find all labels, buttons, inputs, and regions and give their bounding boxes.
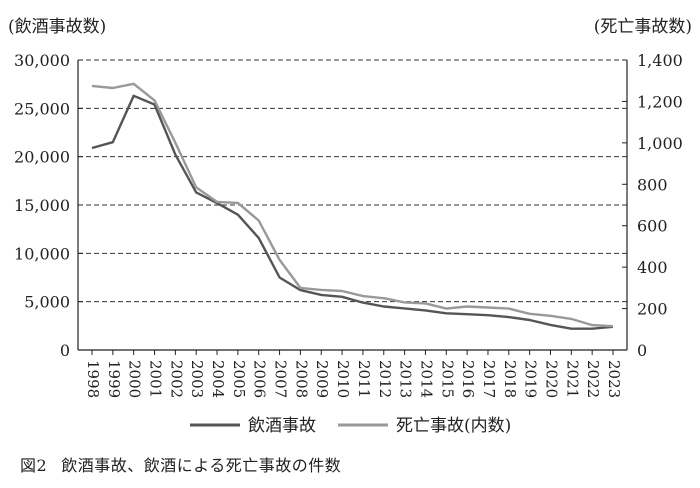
x-tick-label: 2012 [376, 360, 394, 398]
x-tick-label: 2009 [313, 360, 331, 398]
x-tick-label: 2000 [126, 360, 144, 398]
x-tick-label: 2016 [459, 360, 477, 398]
x-axis-ticks: 1998 1999 2000 2001 2002 2003 2004 2005 2006 2007… [84, 350, 623, 398]
x-tick-label: 2001 [147, 360, 165, 398]
x-tick-label: 2020 [542, 360, 560, 398]
x-tick-label: 2021 [563, 360, 581, 398]
right-tick-label: 1,400 [637, 51, 683, 70]
x-tick-label: 2002 [167, 360, 185, 398]
legend: 飲酒事故 死亡事故(内数) [190, 416, 511, 436]
right-tick-label: 400 [637, 258, 668, 277]
figure-caption: 図2 飲酒事故、飲酒による死亡事故の件数 [20, 452, 355, 476]
legend-label-series2: 死亡事故(内数) [396, 416, 511, 436]
x-tick-label: 2022 [584, 360, 602, 398]
right-tick-label: 800 [637, 175, 668, 194]
left-axis-title: (飲酒事故数) [8, 17, 106, 37]
x-tick-label: 2005 [230, 360, 248, 398]
left-tick-label: 15,000 [14, 196, 70, 215]
x-tick-label: 2006 [251, 360, 269, 398]
x-tick-label: 2018 [501, 360, 519, 398]
x-tick-label: 1999 [105, 360, 123, 398]
left-tick-label: 5,000 [24, 293, 70, 312]
x-tick-label: 2015 [438, 360, 456, 398]
x-tick-label: 1998 [84, 360, 102, 398]
series-lines [91, 82, 614, 330]
gridlines [78, 59, 627, 303]
right-axis-title: (死亡事故数) [594, 17, 692, 37]
figure-number: 図2 [20, 456, 48, 475]
left-tick-label: 25,000 [14, 99, 70, 118]
legend-label-series1: 飲酒事故 [248, 416, 316, 436]
x-tick-label: 2019 [522, 360, 540, 398]
x-tick-label: 2004 [209, 360, 227, 398]
right-axis-ticks: 0 200 400 600 800 1,000 1,200 1,400 [622, 51, 683, 360]
left-tick-label: 30,000 [14, 51, 70, 70]
series-line-2 [91, 82, 614, 328]
x-tick-label: 2014 [417, 360, 435, 398]
left-tick-label: 20,000 [14, 148, 70, 167]
right-tick-label: 1,000 [637, 134, 683, 153]
right-tick-label: 200 [637, 300, 668, 319]
series-line-1 [91, 94, 614, 330]
left-tick-label: 10,000 [14, 244, 70, 263]
x-tick-label: 2023 [605, 360, 623, 398]
figure-caption-text: 飲酒事故、飲酒による死亡事故の件数 [61, 456, 342, 475]
x-tick-label: 2017 [480, 360, 498, 398]
x-tick-label: 2007 [272, 360, 290, 398]
x-tick-label: 2003 [188, 360, 206, 398]
right-tick-label: 1,200 [637, 92, 683, 111]
left-axis-ticks: 0 5,000 10,000 15,000 20,000 25,000 30,000 [14, 51, 83, 360]
left-tick-label: 0 [60, 341, 70, 360]
x-tick-label: 2010 [334, 360, 352, 398]
x-tick-label: 2013 [397, 360, 415, 398]
right-tick-label: 0 [637, 341, 647, 360]
x-tick-label: 2008 [292, 360, 310, 398]
x-tick-label: 2011 [355, 360, 373, 398]
right-tick-label: 600 [637, 217, 668, 236]
